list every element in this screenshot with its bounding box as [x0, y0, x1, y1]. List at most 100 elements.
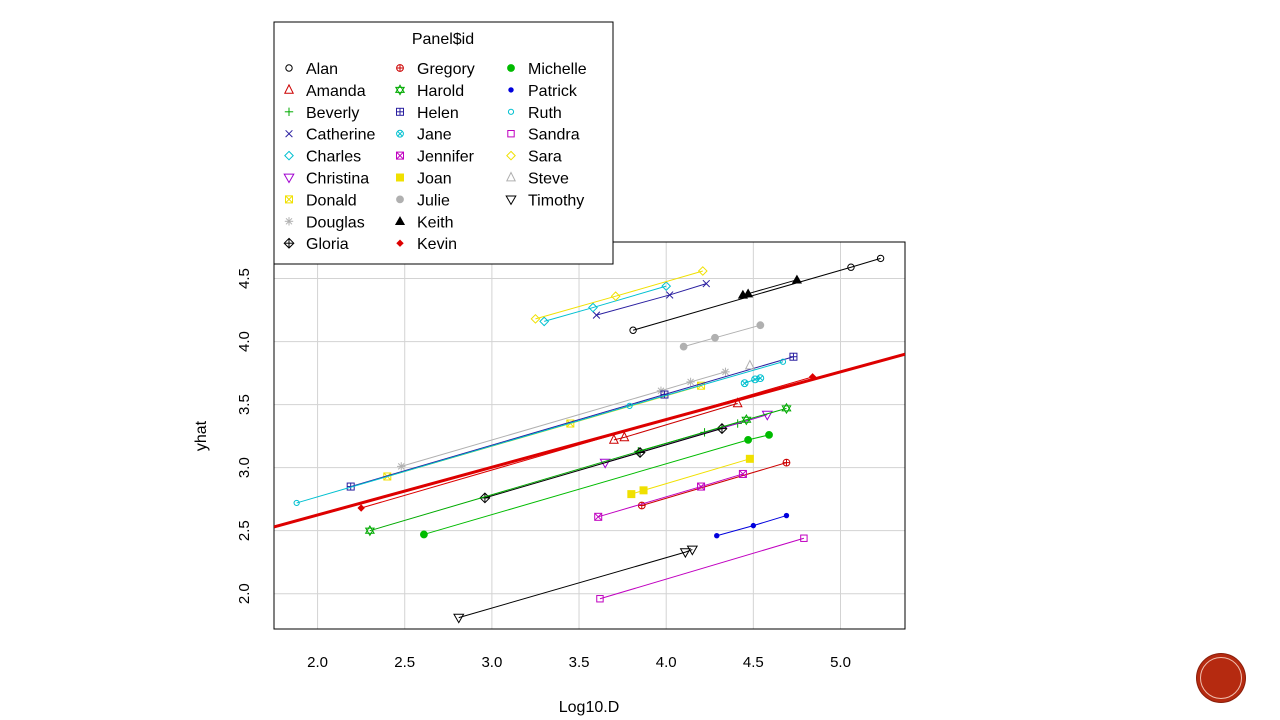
legend-label: Jane	[417, 127, 452, 144]
legend-marker-jennifer	[396, 151, 404, 160]
y-tick-label: 2.0	[236, 583, 253, 604]
data-point-christina	[761, 410, 773, 421]
legend-label: Donald	[306, 192, 357, 209]
x-tick-label: 4.5	[743, 654, 764, 671]
legend-marker-joan	[396, 173, 404, 182]
legend-marker-ruth	[507, 108, 515, 115]
legend-label: Keith	[417, 214, 453, 231]
data-point-alan	[629, 326, 637, 334]
data-point-catherine	[702, 279, 711, 288]
data-point-julie	[679, 342, 688, 351]
legend-label: Jennifer	[417, 149, 475, 166]
series-line-alan	[632, 257, 881, 331]
legend-label: Patrick	[528, 83, 578, 100]
legend-label: Harold	[417, 83, 464, 100]
series-line-timothy	[458, 549, 693, 619]
legend-label: Charles	[306, 149, 361, 166]
data-point-catherine	[665, 291, 674, 299]
legend-label: Sara	[528, 149, 562, 166]
data-point-douglas	[721, 367, 730, 377]
data-point-sandra	[800, 534, 808, 542]
data-point-alan	[847, 263, 855, 271]
series-line-gloria	[484, 428, 723, 499]
data-point-timothy	[453, 613, 465, 624]
series-line-keith	[742, 279, 798, 296]
x-tick-label: 3.0	[481, 654, 502, 671]
button-ring-icon	[1200, 657, 1242, 699]
data-point-joan	[627, 490, 636, 499]
y-tick-label: 3.5	[236, 394, 253, 415]
data-point-timothy	[679, 548, 692, 559]
legend-marker-sara	[506, 150, 516, 161]
legend-marker-patrick	[508, 87, 514, 93]
plot-frame	[273, 241, 906, 630]
data-point-gloria	[716, 423, 728, 435]
legend-marker-keith	[394, 216, 406, 225]
series-line-amanda	[613, 402, 738, 441]
series-line-charles	[544, 285, 667, 322]
legend-label: Julie	[417, 192, 450, 209]
legend-marker-donald	[285, 195, 293, 204]
legend-box	[273, 21, 614, 265]
series-line-ruth	[296, 361, 784, 504]
legend-label: Timothy	[528, 192, 584, 209]
data-point-sara	[530, 313, 541, 324]
data-point-joan	[639, 486, 648, 495]
data-point-harold	[781, 402, 792, 415]
series-line-julie	[683, 324, 761, 348]
x-tick-label: 4.0	[656, 654, 677, 671]
legend-marker-julie	[396, 195, 404, 204]
legend-marker-harold	[394, 84, 406, 96]
y-tick-label: 4.5	[236, 268, 253, 289]
x-tick-label: 2.5	[394, 654, 415, 671]
data-point-catherine	[592, 311, 601, 319]
legend-marker-douglas	[284, 217, 294, 226]
data-point-ruth	[779, 358, 787, 365]
series-line-sandra	[599, 537, 805, 600]
data-point-douglas	[397, 462, 406, 471]
data-point-ruth	[293, 499, 300, 507]
data-point-timothy	[686, 545, 699, 556]
legend-marker-steve	[505, 171, 517, 182]
legend-marker-jane	[396, 129, 404, 138]
legend-label: Gregory	[417, 61, 475, 78]
data-point-helen	[789, 352, 798, 361]
data-point-jane	[756, 374, 765, 383]
legend-marker-gloria	[283, 237, 295, 249]
legend-marker-catherine	[285, 129, 293, 138]
data-point-patrick	[783, 512, 790, 519]
data-point-jennifer	[594, 512, 603, 521]
next-slide-button[interactable]	[1197, 654, 1245, 702]
legend-marker-gregory	[396, 64, 404, 72]
legend-title: Panel$id	[412, 31, 474, 48]
data-point-harold	[364, 524, 375, 537]
series-line-jennifer	[598, 473, 744, 518]
series-line-helen	[350, 356, 794, 488]
y-tick-label: 4.0	[236, 331, 253, 352]
data-point-alan	[876, 254, 885, 263]
legend-marker-michelle	[507, 64, 515, 72]
data-point-douglas	[686, 377, 695, 387]
plot-area: 2.0 2.5 3.0 3.5 4.0 4.5 5.0 2.0 2.5 3.0 3.5 4.0 4.5	[236, 241, 906, 671]
legend-marker-beverly	[284, 107, 294, 116]
legend-label: Amanda	[306, 83, 366, 100]
data-point-jennifer	[738, 469, 747, 478]
legend-label: Beverly	[306, 105, 359, 122]
legend-marker-helen	[396, 107, 404, 116]
data-point-charles	[661, 281, 672, 292]
legend-label: Gloria	[306, 236, 349, 253]
data-point-julie	[711, 333, 719, 342]
series-line-douglas	[401, 371, 726, 467]
legend-marker-amanda	[283, 83, 295, 94]
x-tick-label: 5.0	[830, 654, 851, 671]
series-line-sara	[535, 270, 703, 320]
legend-label: Michelle	[528, 61, 587, 78]
legend: Panel$id Alan Amanda Beverly Catherine Charl…	[273, 21, 614, 265]
data-point-michelle	[744, 436, 753, 444]
data-point-gloria	[634, 447, 646, 459]
data-point-gregory	[782, 458, 791, 467]
y-tick-label: 2.5	[236, 520, 253, 541]
legend-label: Alan	[306, 61, 338, 78]
data-point-amanda	[608, 433, 619, 444]
data-point-steve	[744, 359, 755, 370]
